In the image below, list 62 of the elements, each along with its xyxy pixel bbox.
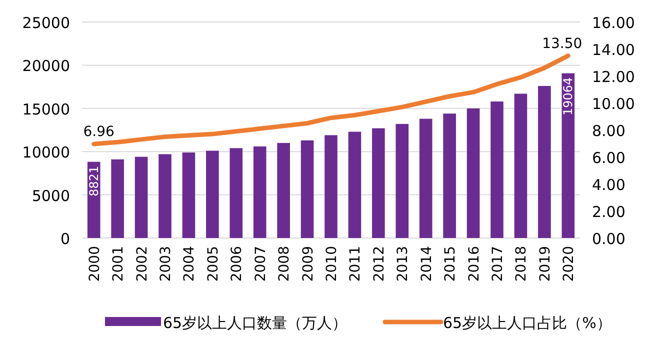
- x-tick-label: 2019: [537, 246, 554, 282]
- data-label: 6.96: [83, 124, 115, 140]
- x-tick-label: 2015: [442, 246, 459, 282]
- data-label: 19064: [561, 77, 576, 116]
- bar: [396, 124, 409, 238]
- x-tick-label: 2013: [395, 246, 412, 282]
- y2-tick-label: 12.00: [592, 68, 635, 86]
- bar: [514, 94, 528, 238]
- bar: [300, 140, 314, 238]
- x-tick-label: 2011: [348, 246, 364, 282]
- bar: [348, 132, 362, 238]
- y2-tick-label: 10.00: [592, 95, 635, 113]
- y-tick-label: 0: [60, 230, 70, 248]
- data-label: 13.50: [542, 36, 582, 52]
- x-tick-label: 2001: [110, 246, 127, 282]
- bar: [372, 128, 385, 238]
- y-tick-label: 5000: [32, 186, 70, 205]
- x-tick-label: 2010: [324, 246, 340, 282]
- x-tick-label: 2009: [300, 246, 316, 282]
- bar: [158, 154, 172, 238]
- bar: [562, 73, 575, 238]
- bar: [419, 118, 432, 238]
- bar: [443, 114, 456, 238]
- y-tick-label: 15000: [22, 100, 70, 118]
- y2-tick-label: 8.00: [592, 122, 626, 140]
- x-tick-label: 2000: [86, 246, 103, 282]
- y2-tick-label: 0.00: [592, 230, 626, 248]
- bar: [230, 148, 243, 238]
- bar: [538, 86, 551, 238]
- bar: [324, 135, 338, 238]
- bar: [490, 101, 504, 238]
- y2-tick-label: 6.00: [592, 149, 626, 167]
- x-tick-label: 2017: [490, 246, 506, 282]
- x-tick-label: 2014: [418, 246, 435, 282]
- x-tick-label: 2002: [134, 246, 150, 282]
- y-tick-label: 20000: [22, 57, 70, 76]
- bar: [182, 152, 196, 238]
- bar: [277, 142, 290, 238]
- data-label: 8821: [86, 166, 101, 196]
- x-tick-label: 2012: [371, 246, 388, 282]
- x-tick-label: 2020: [561, 246, 578, 282]
- legend-label: 65岁以上人口数量（万人）: [163, 314, 348, 332]
- y2-tick-label: 2.00: [592, 203, 626, 221]
- x-tick-label: 2004: [182, 246, 198, 282]
- y2-tick-label: 14.00: [592, 41, 635, 59]
- x-tick-label: 2008: [276, 246, 293, 282]
- x-tick-label: 2003: [158, 246, 174, 282]
- bar: [134, 156, 148, 238]
- y-tick-label: 25000: [22, 14, 70, 32]
- x-tick-label: 2016: [466, 246, 482, 282]
- bar: [253, 146, 266, 238]
- bar: [206, 150, 219, 238]
- x-tick-label: 2005: [205, 246, 222, 282]
- x-tick-label: 2018: [514, 246, 530, 282]
- legend-label: 65岁以上人口占比（%）: [443, 314, 612, 332]
- y2-tick-label: 4.00: [592, 176, 626, 194]
- bar: [111, 159, 124, 238]
- bar: [466, 108, 480, 238]
- y-tick-label: 10000: [22, 144, 70, 162]
- x-tick-label: 2007: [252, 246, 269, 282]
- x-tick-label: 2006: [229, 246, 246, 282]
- y2-tick-label: 16.00: [592, 14, 635, 32]
